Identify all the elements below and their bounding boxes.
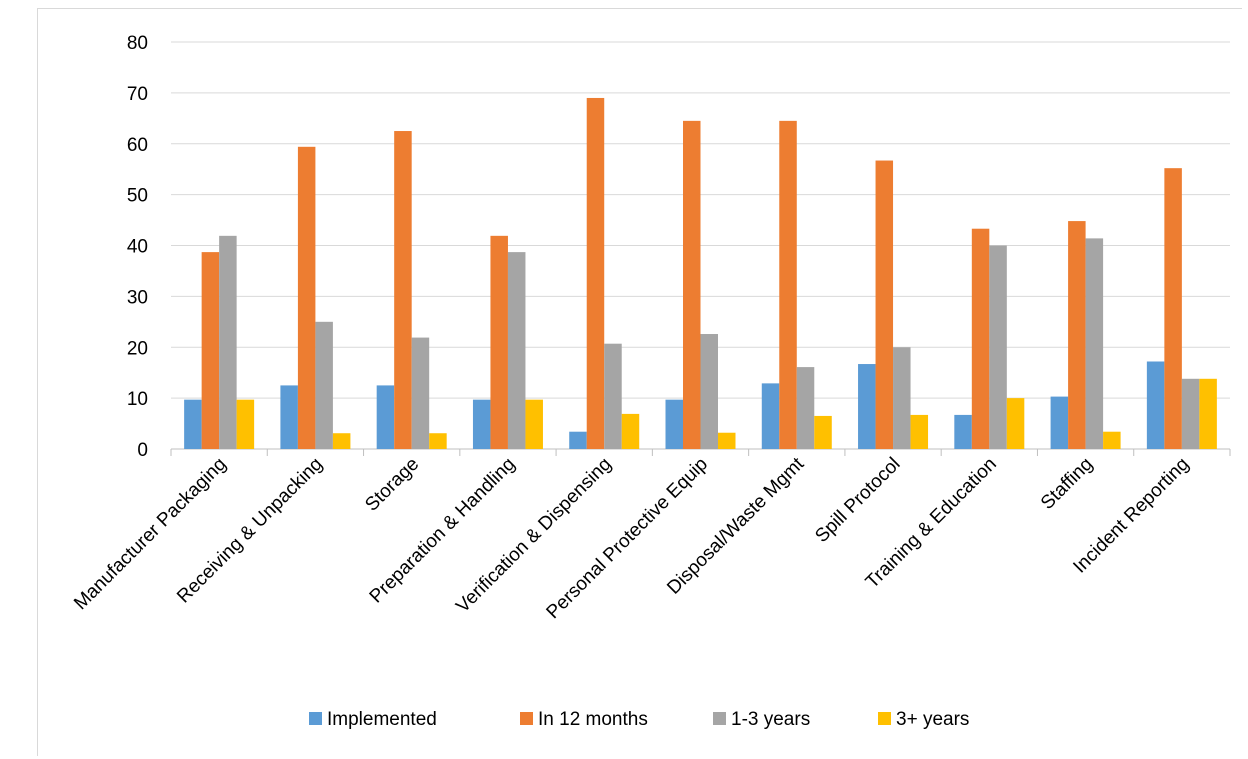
legend-label: 1-3 years	[731, 709, 810, 730]
x-tick-label: Staffing	[1037, 454, 1097, 514]
chart-frame	[37, 8, 1242, 756]
bar	[429, 433, 447, 449]
bar	[394, 131, 412, 449]
bar	[1146, 361, 1165, 449]
legend: Implemented In 12 months 1-3 years 3+ years	[309, 709, 969, 730]
bar	[954, 414, 972, 449]
legend-swatch	[520, 712, 533, 725]
y-tick-label: 50	[127, 186, 148, 207]
bar	[1103, 431, 1121, 449]
bar	[586, 97, 605, 450]
bar	[893, 347, 911, 449]
bar	[779, 120, 797, 449]
bar	[280, 385, 298, 449]
x-tick-label: Verification & Dispensing	[452, 454, 615, 617]
y-tick-label: 30	[127, 287, 148, 308]
series-in-12-months	[201, 97, 1182, 450]
bar	[236, 399, 255, 449]
bar	[297, 146, 316, 450]
bar	[761, 383, 780, 449]
series-3-years	[236, 378, 1217, 449]
x-tick-label: Personal Protective Equip	[543, 454, 712, 623]
bar	[376, 385, 395, 449]
x-tick-label: Spill Protocol	[811, 454, 904, 547]
bar	[1164, 168, 1182, 450]
y-tick-label: 10	[127, 389, 148, 410]
bar	[201, 252, 220, 449]
bar	[1085, 238, 1104, 449]
series-1-3-years	[219, 235, 1200, 449]
y-tick-label: 40	[127, 237, 148, 258]
legend-label: In 12 months	[538, 709, 648, 730]
legend-item: In 12 months	[520, 709, 648, 730]
bar	[184, 399, 202, 449]
bar	[814, 415, 832, 449]
legend-item: 3+ years	[878, 709, 969, 730]
bar	[604, 343, 622, 449]
bar	[875, 160, 894, 449]
bar	[569, 431, 587, 449]
legend-item: Implemented	[309, 709, 437, 730]
bar	[219, 235, 237, 449]
bar	[683, 120, 701, 449]
bar	[315, 321, 333, 449]
bar	[700, 334, 718, 449]
x-tick-label: Manufacturer Packaging	[70, 454, 230, 614]
bar	[971, 228, 990, 449]
x-tick-label: Storage	[361, 454, 423, 516]
bar	[490, 235, 508, 449]
bar	[332, 433, 351, 449]
bar	[1006, 398, 1025, 449]
y-tick-label: 0	[137, 440, 148, 461]
y-tick-label: 20	[127, 338, 148, 359]
legend-item: 1-3 years	[713, 709, 810, 730]
bar	[1199, 378, 1217, 449]
y-tick-label: 80	[127, 33, 148, 54]
legend-label: Implemented	[327, 709, 437, 730]
bar	[910, 414, 929, 449]
bar	[621, 413, 640, 449]
bar	[472, 399, 491, 449]
legend-swatch	[309, 712, 322, 725]
bar	[525, 399, 543, 449]
bar	[1181, 378, 1200, 449]
bar	[989, 245, 1007, 449]
legend-swatch	[878, 712, 891, 725]
bar	[858, 364, 876, 449]
legend-label: 3+ years	[896, 709, 969, 730]
bar	[665, 399, 683, 449]
bar	[411, 337, 430, 449]
series-implemented	[184, 361, 1165, 449]
bar	[1068, 221, 1086, 449]
y-tick-label: 60	[127, 135, 148, 156]
y-tick-label: 70	[127, 84, 148, 105]
bar	[796, 367, 815, 449]
bar	[1050, 396, 1069, 449]
legend-swatch	[713, 712, 726, 725]
bar	[507, 252, 526, 449]
bar	[718, 432, 736, 449]
